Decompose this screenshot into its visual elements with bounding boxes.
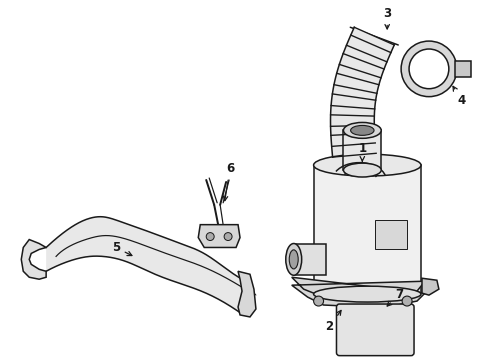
Polygon shape xyxy=(46,217,242,314)
Ellipse shape xyxy=(314,154,421,176)
Circle shape xyxy=(402,296,412,306)
Text: 7: 7 xyxy=(387,288,403,306)
Circle shape xyxy=(206,233,214,240)
FancyBboxPatch shape xyxy=(337,304,414,356)
Ellipse shape xyxy=(289,250,298,269)
Polygon shape xyxy=(238,271,256,317)
Ellipse shape xyxy=(351,125,374,135)
Bar xyxy=(294,243,325,275)
Polygon shape xyxy=(292,277,425,307)
Bar xyxy=(343,130,381,170)
Text: 5: 5 xyxy=(112,241,132,256)
Wedge shape xyxy=(401,41,457,96)
Polygon shape xyxy=(21,239,46,279)
Polygon shape xyxy=(455,61,471,77)
Text: 2: 2 xyxy=(325,310,341,333)
Ellipse shape xyxy=(286,243,302,275)
Polygon shape xyxy=(422,278,439,295)
Ellipse shape xyxy=(343,163,381,177)
Polygon shape xyxy=(198,225,240,247)
Text: 6: 6 xyxy=(223,162,234,201)
Circle shape xyxy=(314,296,323,306)
Bar xyxy=(375,220,407,249)
Text: 4: 4 xyxy=(453,86,466,107)
Bar xyxy=(314,165,421,294)
Ellipse shape xyxy=(314,286,421,302)
Text: 3: 3 xyxy=(383,7,391,29)
Polygon shape xyxy=(331,27,394,157)
Circle shape xyxy=(224,233,232,240)
Ellipse shape xyxy=(343,122,381,138)
Text: 1: 1 xyxy=(358,142,367,161)
